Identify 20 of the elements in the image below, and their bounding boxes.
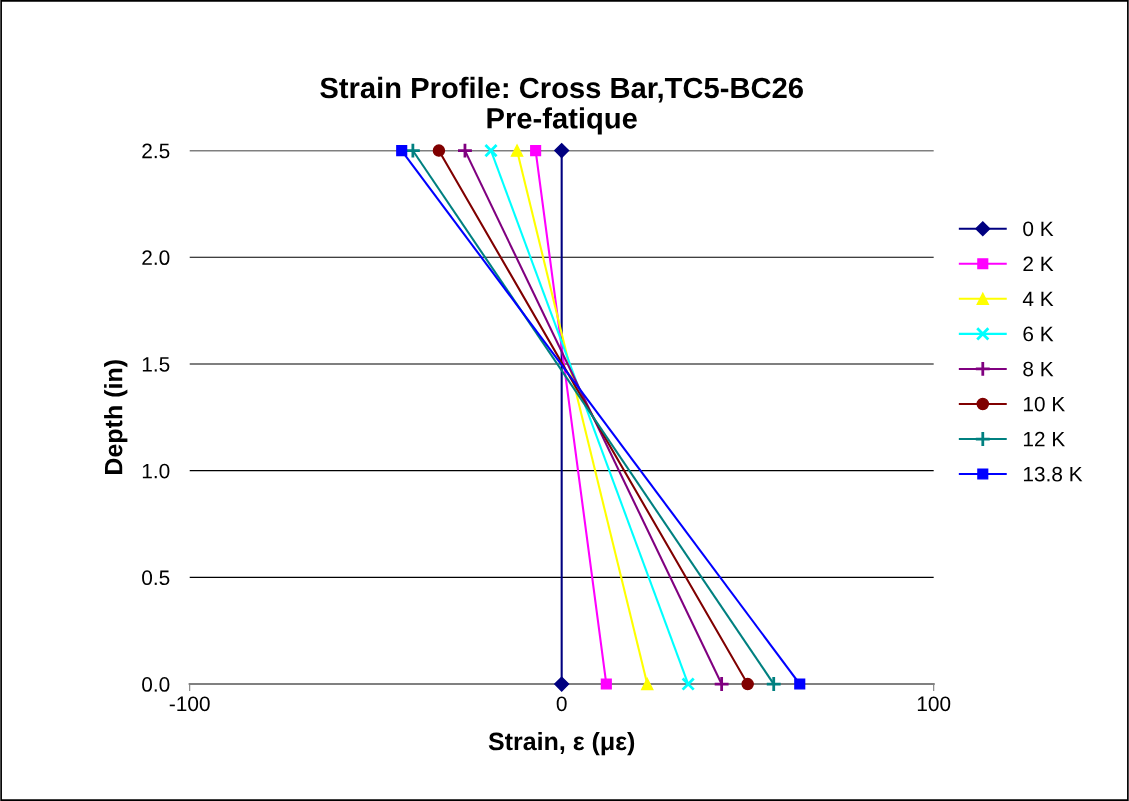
legend-label: 10 K bbox=[1023, 396, 1065, 412]
y-tick-label: 0.5 bbox=[142, 570, 170, 586]
y-tick-label: 2.5 bbox=[142, 143, 170, 159]
x-tick-label: 100 bbox=[917, 696, 951, 712]
legend-label: 4 K bbox=[1022, 291, 1054, 307]
chart-title: Strain Profile: Cross Bar,TC5-BC26 Pre-fatique bbox=[320, 76, 803, 135]
legend-label: 2 K bbox=[1023, 256, 1054, 272]
legend-label: 6 K bbox=[1023, 326, 1054, 342]
legend-label: 12 K bbox=[1023, 431, 1065, 447]
x-tick-label: -100 bbox=[169, 696, 210, 712]
y-tick-label: 1.5 bbox=[142, 357, 170, 372]
x-axis-title: Strain, ε (με) bbox=[488, 731, 635, 756]
y-tick-label: 0.0 bbox=[142, 677, 170, 692]
legend-label: 13.8 K bbox=[1023, 466, 1083, 482]
x-tick-label: 0 bbox=[556, 696, 567, 712]
legend-label: 8 K bbox=[1023, 361, 1054, 377]
y-tick-label: 2.0 bbox=[142, 250, 170, 266]
y-axis-title: Depth (in) bbox=[104, 360, 128, 474]
legend-label: 0 K bbox=[1023, 221, 1054, 237]
y-tick-label: 1.0 bbox=[142, 463, 170, 479]
